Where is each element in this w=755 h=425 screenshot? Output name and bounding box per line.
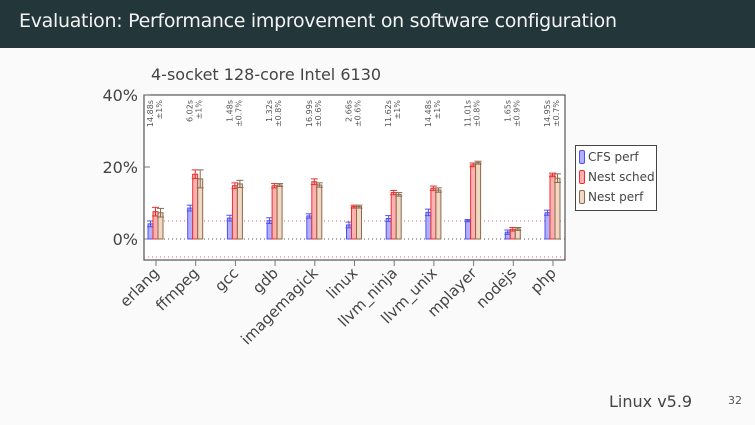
bar-nest-perf [236,183,243,240]
legend-label: Nest sched [588,170,655,184]
bar-cfs-perf [306,215,313,240]
bar-nest-sched [271,185,278,240]
legend-item-nest-sched: Nest sched [579,168,655,186]
bar-nest-sched [430,187,437,240]
page-number: 32 [728,394,742,407]
baseline-time-annotation: 1.65s [503,100,512,122]
y-tick-label: 0% [113,230,138,249]
baseline-stdev-annotation: ±0.6% [354,100,363,127]
legend-label: CFS perf [588,150,639,164]
bar-nest-sched [351,206,357,240]
baseline-time-annotation: 11.01s [464,100,473,127]
baseline-stdev-annotation: ±1% [195,100,204,120]
baseline-stdev-annotation: ±0.9% [512,100,521,127]
y-tick-label: 20% [102,158,138,177]
legend-swatch-nest-perf [579,190,585,204]
baseline-stdev-annotation: ±0.7% [234,100,243,127]
x-tick-label-gdb: gdb [249,264,282,297]
bar-nest-perf [395,193,402,240]
y-tick-label: 40% [102,86,138,105]
bar-nest-perf [356,206,362,240]
bar-cfs-perf [544,212,551,240]
x-tick-label-php: php [527,264,560,297]
baseline-stdev-annotation: ±0.7% [552,100,561,127]
bar-nest-sched [192,173,199,240]
bar-nest-perf [435,189,442,240]
baseline-time-annotation: 1.48s [225,100,234,122]
bar-nest-sched [549,174,556,240]
baseline-stdev-annotation: ±1% [393,100,402,120]
bar-nest-perf [475,162,482,240]
baseline-time-annotation: 14.95s [543,100,552,127]
x-tick-label-gcc: gcc [211,264,242,295]
bar-cfs-perf [187,207,194,240]
baseline-time-annotation: 6.02s [186,100,195,122]
bar-nest-sched [231,185,238,240]
legend-label: Nest perf [588,190,644,204]
baseline-stdev-annotation: ±0.8% [274,100,283,127]
baseline-time-annotation: 2.66s [345,100,354,122]
slide-title: Evaluation: Performance improvement on s… [19,10,617,32]
baseline-time-annotation: 16.99s [305,100,314,127]
footer-text: Linux v5.9 [609,392,693,411]
chart-title: 4-socket 128-core Intel 6130 [151,65,382,84]
bar-cfs-perf [465,220,472,240]
x-tick-label-nodejs: nodejs [472,264,520,312]
baseline-time-annotation: 11.62s [384,100,393,127]
legend-swatch-nest-sched [579,170,585,184]
slide-header: Evaluation: Performance improvement on s… [0,0,755,48]
bar-nest-sched [390,192,397,240]
bar-nest-perf [316,184,323,240]
x-tick-label-ffmpeg: ffmpeg [152,264,202,314]
bar-nest-sched [470,164,477,240]
bar-nest-sched [311,181,318,240]
baseline-stdev-annotation: ±1% [433,100,442,120]
legend-item-cfs-perf: CFS perf [579,148,639,166]
baseline-stdev-annotation: ±0.8% [473,100,482,127]
chart-legend: CFS perf Nest sched Nest perf [575,145,657,211]
baseline-time-annotation: 1.32s [265,100,274,122]
legend-item-nest-perf: Nest perf [579,188,643,206]
bar-nest-perf [554,177,561,240]
baseline-stdev-annotation: ±0.6% [314,100,323,127]
baseline-time-annotation: 14.48s [424,100,433,127]
bar-nest-perf [276,184,283,240]
baseline-stdev-annotation: ±1% [155,100,164,120]
bar-cfs-perf [425,211,432,240]
legend-swatch-cfs-perf [579,150,585,164]
baseline-time-annotation: 14.88s [146,100,155,127]
